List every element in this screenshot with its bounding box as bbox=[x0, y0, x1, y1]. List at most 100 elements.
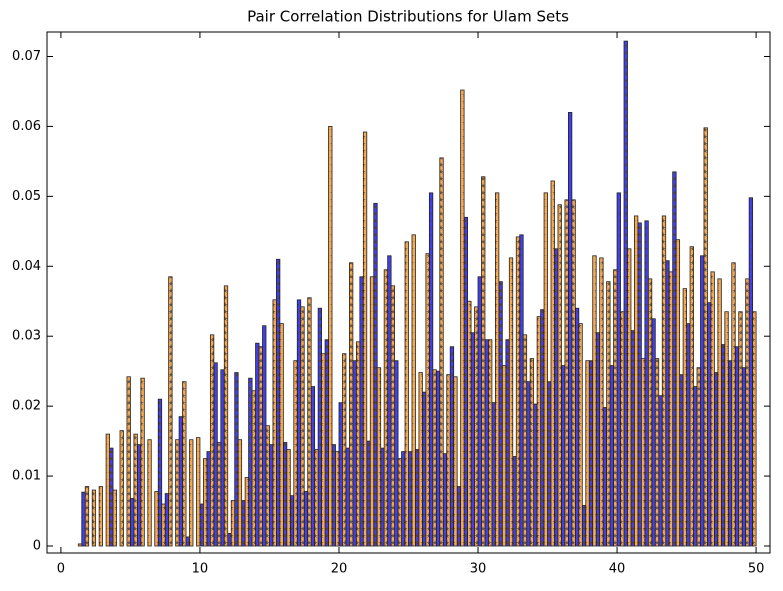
bar bbox=[189, 439, 194, 547]
bar bbox=[185, 536, 190, 547]
bar bbox=[366, 440, 371, 547]
bar bbox=[592, 255, 597, 547]
bar bbox=[585, 360, 590, 547]
bar bbox=[529, 358, 535, 547]
bar bbox=[383, 269, 389, 547]
bar bbox=[613, 269, 618, 547]
bar bbox=[81, 491, 86, 547]
bar bbox=[665, 260, 670, 547]
bar bbox=[675, 239, 681, 547]
bar bbox=[404, 241, 409, 547]
bar bbox=[720, 344, 726, 547]
bar bbox=[547, 381, 552, 547]
bar bbox=[390, 285, 395, 547]
x-tick-label: 20 bbox=[331, 562, 348, 577]
bar bbox=[533, 403, 538, 547]
bar bbox=[147, 439, 152, 547]
bar bbox=[522, 334, 528, 547]
bar bbox=[373, 202, 378, 547]
bar bbox=[557, 204, 562, 547]
bar bbox=[734, 346, 740, 547]
y-tick-label: 0.04 bbox=[12, 259, 41, 274]
bar bbox=[703, 127, 708, 547]
bar bbox=[408, 451, 413, 547]
bar bbox=[519, 234, 524, 547]
bar bbox=[415, 449, 420, 547]
bar bbox=[512, 456, 517, 547]
bar bbox=[209, 334, 215, 547]
bar bbox=[491, 402, 496, 547]
bar bbox=[272, 299, 277, 547]
bar bbox=[682, 288, 687, 547]
bar bbox=[345, 447, 350, 547]
bar bbox=[91, 489, 97, 547]
y-tick-label: 0.07 bbox=[12, 49, 41, 64]
bar bbox=[206, 451, 211, 547]
bar bbox=[397, 458, 402, 547]
bar bbox=[661, 215, 667, 547]
bar bbox=[289, 495, 295, 547]
bar bbox=[567, 112, 573, 547]
bar bbox=[230, 500, 236, 547]
bar bbox=[317, 307, 323, 547]
bar bbox=[460, 89, 465, 547]
bar bbox=[710, 271, 715, 547]
bar bbox=[477, 276, 482, 547]
y-tick-label: 0.02 bbox=[12, 399, 41, 414]
bar bbox=[237, 439, 243, 547]
bar bbox=[324, 339, 329, 547]
bar bbox=[168, 276, 173, 547]
bar bbox=[282, 442, 288, 547]
bar bbox=[303, 491, 309, 547]
bar bbox=[508, 257, 514, 547]
bar bbox=[293, 360, 298, 547]
bar bbox=[668, 271, 674, 547]
bar bbox=[310, 386, 316, 547]
bar bbox=[84, 486, 90, 547]
bar bbox=[595, 332, 601, 547]
bar bbox=[501, 365, 507, 547]
x-tick-label: 50 bbox=[748, 562, 765, 577]
bar bbox=[331, 444, 336, 547]
bar bbox=[164, 493, 170, 547]
bar bbox=[599, 257, 604, 547]
bar bbox=[536, 316, 541, 547]
bar bbox=[627, 248, 632, 547]
bar bbox=[300, 306, 305, 547]
bar bbox=[213, 362, 218, 547]
bar bbox=[630, 330, 635, 547]
bar bbox=[227, 533, 232, 547]
x-tick-label: 30 bbox=[470, 562, 487, 577]
bar bbox=[355, 341, 361, 547]
bar bbox=[741, 367, 747, 547]
bar bbox=[199, 503, 204, 547]
x-tick-label: 0 bbox=[57, 562, 65, 577]
bar bbox=[578, 323, 583, 547]
bar bbox=[505, 339, 510, 547]
bar bbox=[432, 369, 437, 547]
bar bbox=[727, 360, 733, 547]
bar bbox=[623, 40, 628, 547]
bar bbox=[644, 220, 649, 547]
bar bbox=[338, 402, 343, 547]
chart-title: Pair Correlation Distributions for Ulam … bbox=[247, 8, 569, 26]
y-tick-label: 0.03 bbox=[12, 329, 41, 344]
bar bbox=[543, 192, 548, 547]
bar bbox=[248, 377, 253, 547]
bar bbox=[161, 503, 166, 547]
bar bbox=[314, 449, 319, 547]
bar bbox=[435, 370, 441, 547]
bar bbox=[700, 255, 705, 547]
bar bbox=[105, 433, 110, 547]
bar bbox=[269, 444, 274, 547]
bar bbox=[349, 262, 354, 547]
y-tick-label: 0.05 bbox=[12, 189, 41, 204]
bar bbox=[602, 407, 608, 547]
bar bbox=[335, 451, 340, 547]
bar bbox=[234, 372, 239, 547]
bar bbox=[258, 346, 263, 547]
bar bbox=[498, 281, 503, 547]
bar bbox=[634, 215, 639, 547]
bar bbox=[119, 430, 124, 547]
